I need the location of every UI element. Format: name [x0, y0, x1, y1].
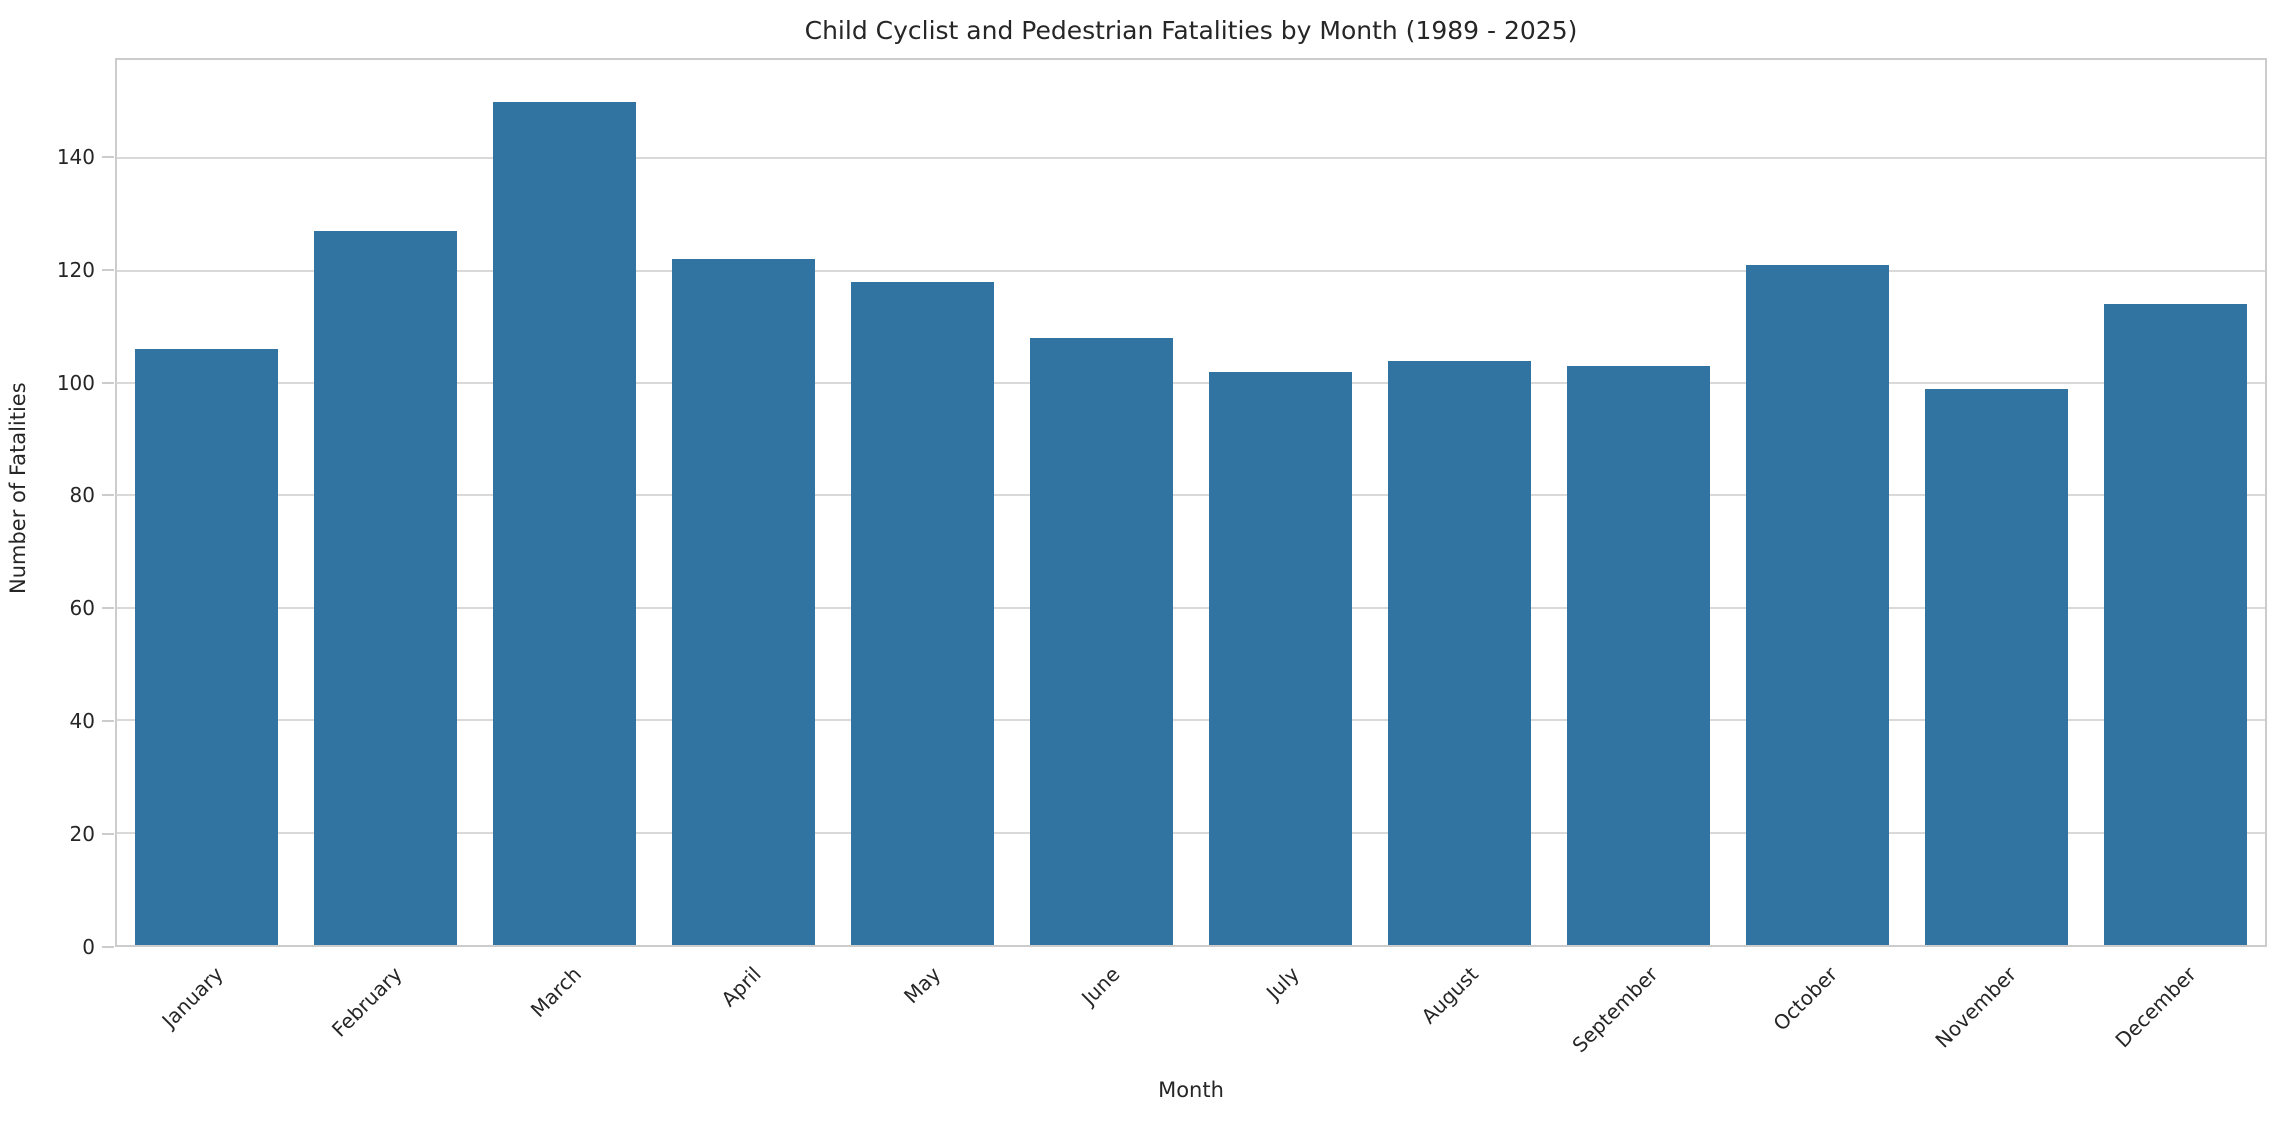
bar-may: [850, 281, 995, 945]
bar-december: [2103, 304, 2248, 945]
bar-september: [1566, 366, 1711, 945]
gridline-80: [117, 494, 2265, 497]
xtick-label-november: November: [1930, 962, 2021, 1053]
bar-february: [313, 231, 458, 945]
bar-october: [1745, 265, 1890, 945]
bar-slot-december: [2086, 60, 2265, 945]
ytick-label-120: 120: [56, 257, 95, 282]
gridline-60: [117, 606, 2265, 609]
ytick-label-140: 140: [56, 144, 95, 169]
bar-march: [492, 102, 637, 945]
xtick-label-march: March: [526, 962, 587, 1023]
gridline-100: [117, 382, 2265, 385]
ytick-mark-80: [102, 494, 114, 497]
plot-area: [115, 58, 2267, 947]
bar-slot-october: [1728, 60, 1907, 945]
bar-slot-june: [1012, 60, 1191, 945]
bar-slot-may: [833, 60, 1012, 945]
ytick-label-60: 60: [69, 596, 95, 621]
bars-container: [117, 60, 2265, 945]
gridline-120: [117, 269, 2265, 272]
y-axis-label: Number of Fatalities: [6, 382, 30, 594]
ytick-mark-100: [102, 381, 114, 384]
bar-november: [1924, 388, 2069, 945]
chart-title: Child Cyclist and Pedestrian Fatalities …: [804, 16, 1578, 45]
bar-slot-march: [475, 60, 654, 945]
gridline-40: [117, 719, 2265, 722]
ytick-label-80: 80: [69, 483, 95, 508]
bar-slot-november: [1907, 60, 2086, 945]
bar-july: [1208, 371, 1353, 945]
ytick-mark-40: [102, 720, 114, 723]
xtick-label-october: October: [1768, 962, 1842, 1036]
xtick-label-august: August: [1416, 962, 1483, 1029]
bar-june: [1029, 338, 1174, 945]
xtick-label-january: January: [157, 962, 228, 1033]
xtick-label-june: June: [1076, 962, 1125, 1010]
xtick-label-february: February: [327, 962, 407, 1042]
xtick-label-may: May: [898, 962, 945, 1009]
ytick-label-0: 0: [82, 935, 95, 959]
gridline-20: [117, 831, 2265, 834]
bar-slot-april: [654, 60, 833, 945]
ytick-mark-20: [102, 833, 114, 836]
bar-january: [134, 349, 279, 945]
xtick-label-april: April: [716, 962, 766, 1012]
gridline-140: [117, 157, 2265, 160]
ytick-label-100: 100: [56, 370, 95, 395]
bar-august: [1387, 360, 1532, 945]
xtick-label-july: July: [1261, 962, 1304, 1005]
ytick-mark-60: [102, 607, 114, 610]
ytick-mark-120: [102, 268, 114, 271]
ytick-mark-0: [102, 946, 114, 948]
bar-slot-august: [1370, 60, 1549, 945]
bar-april: [671, 259, 816, 945]
xtick-label-december: December: [2110, 962, 2201, 1053]
x-axis-label: Month: [1158, 1078, 1224, 1102]
bar-slot-july: [1191, 60, 1370, 945]
ytick-label-20: 20: [69, 822, 95, 847]
ytick-label-40: 40: [69, 709, 95, 734]
xtick-label-september: September: [1567, 962, 1663, 1058]
bar-slot-september: [1549, 60, 1728, 945]
ytick-mark-140: [102, 155, 114, 158]
bar-slot-january: [117, 60, 296, 945]
bar-slot-february: [296, 60, 475, 945]
